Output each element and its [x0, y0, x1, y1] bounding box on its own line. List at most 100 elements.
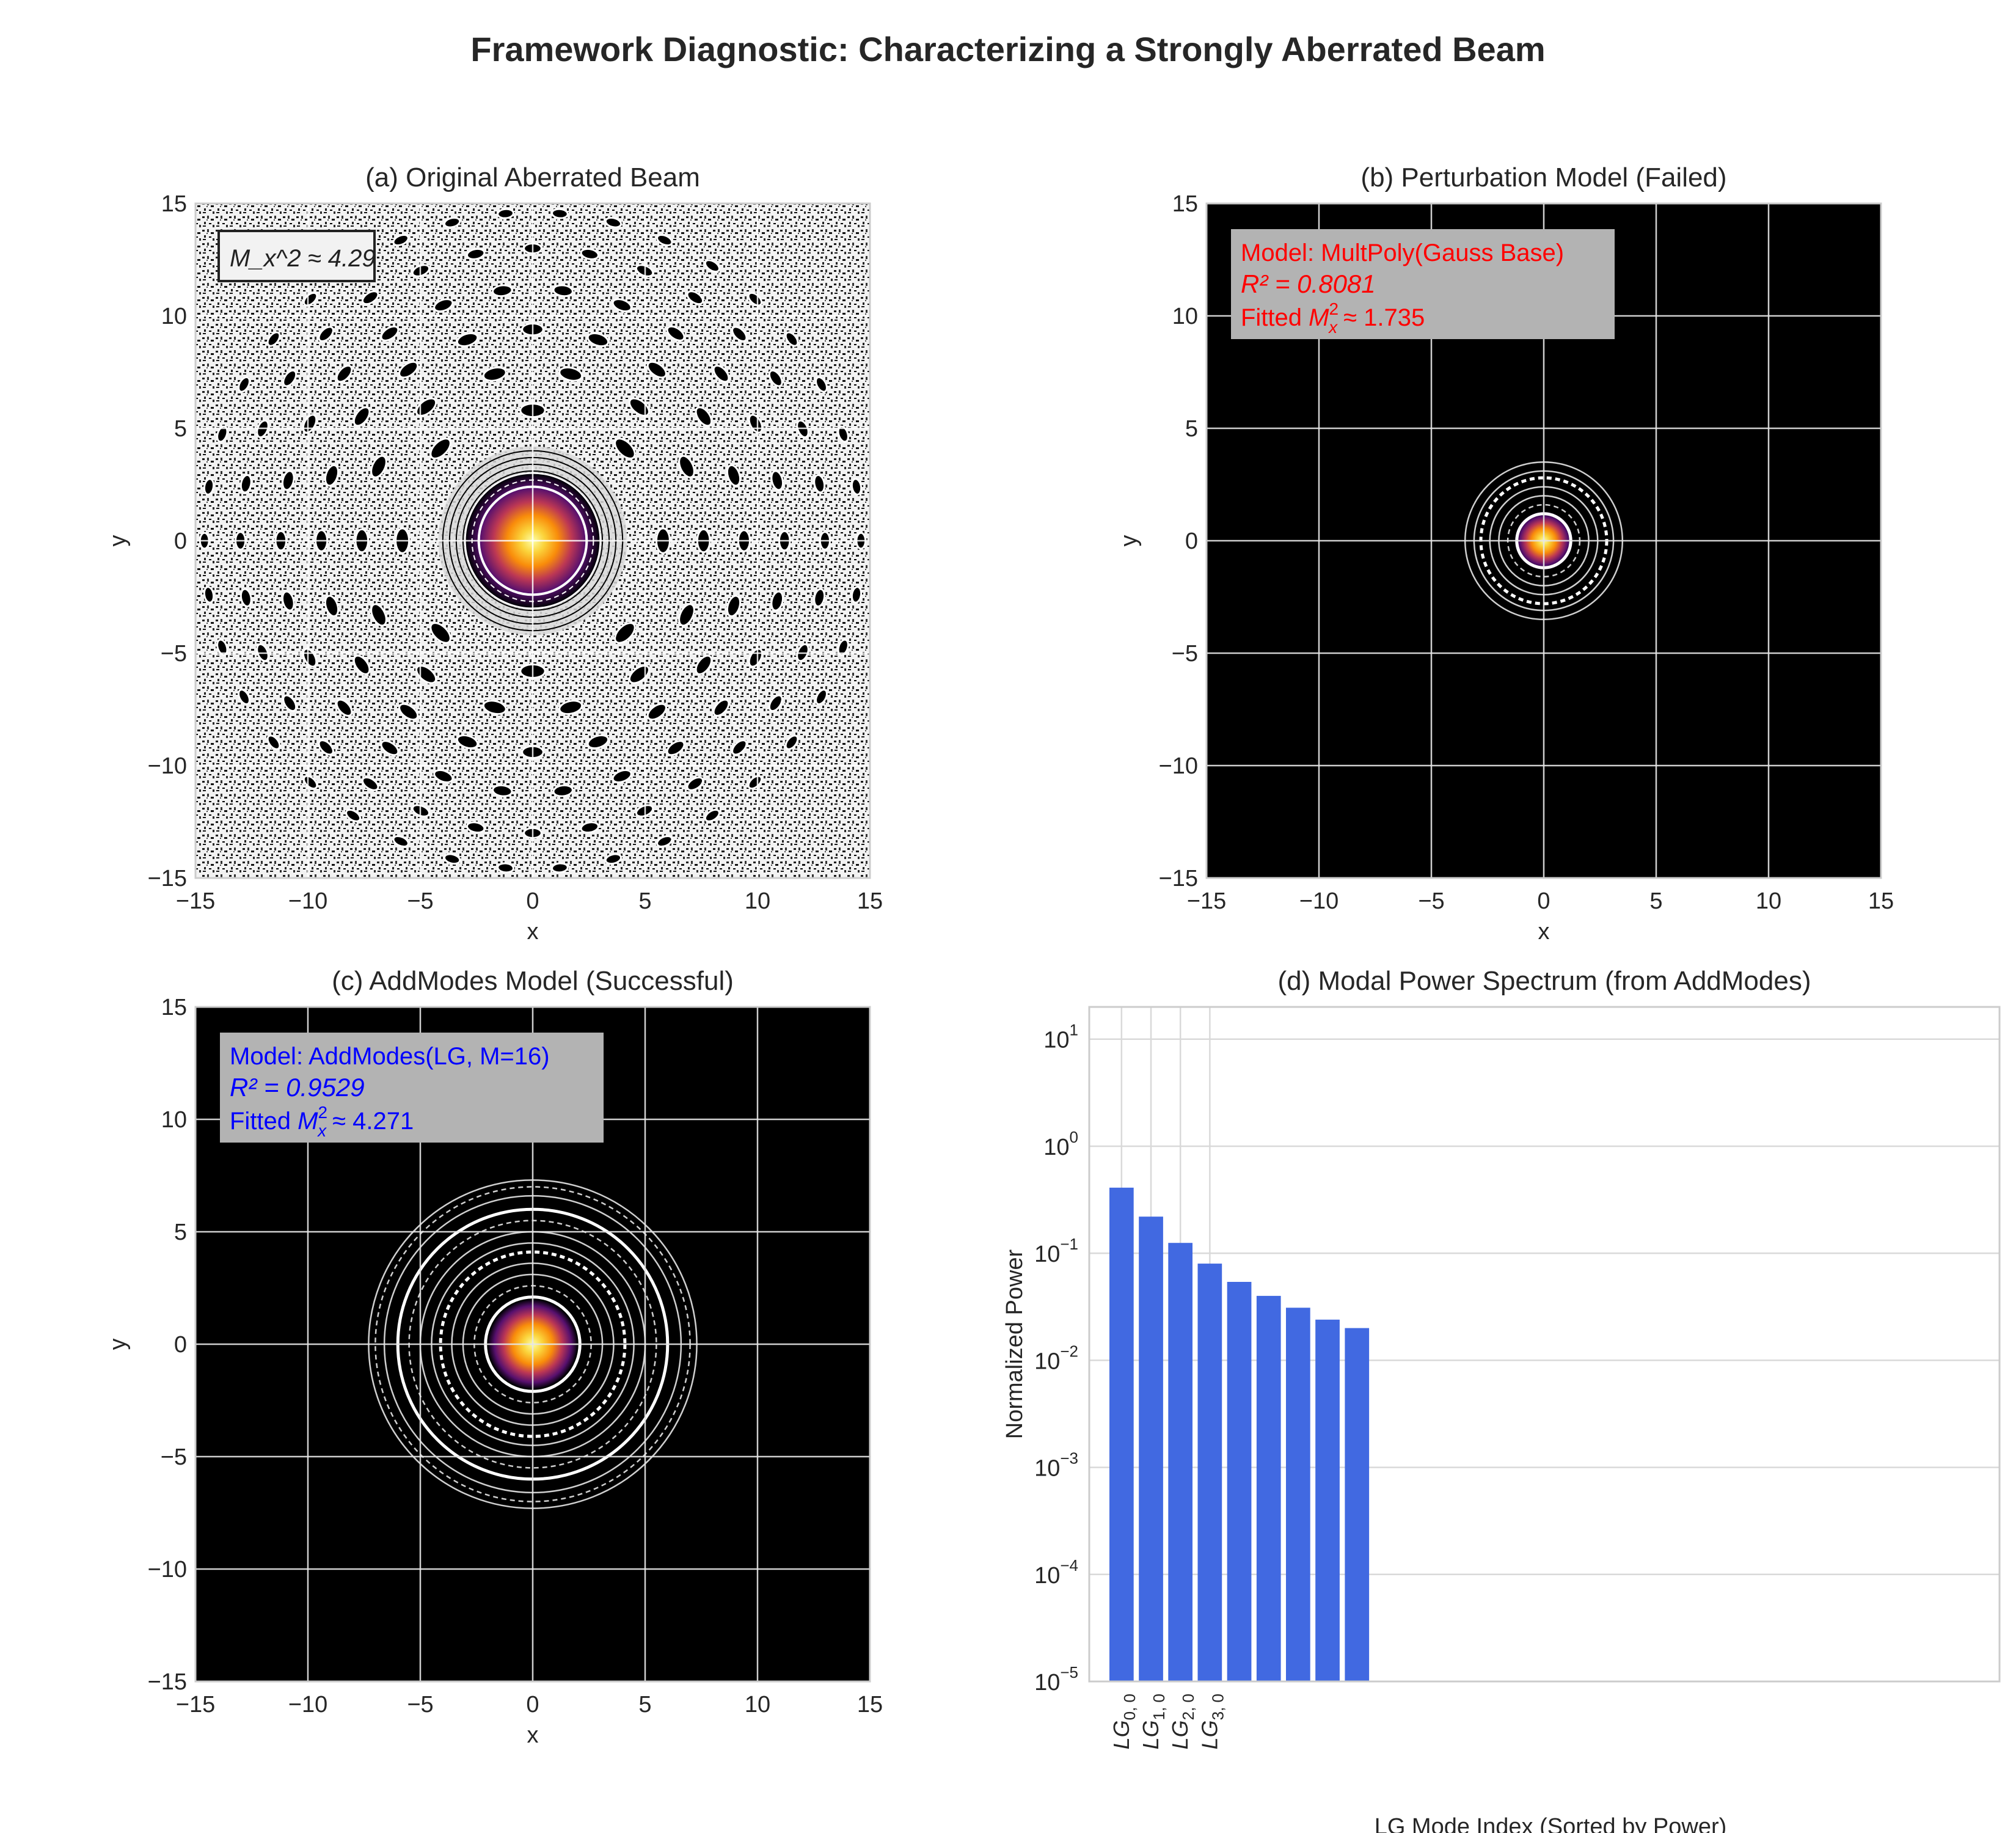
x-tick-label: LG2, 0 — [1167, 1694, 1197, 1749]
lobe — [614, 622, 636, 644]
lobe — [361, 776, 379, 791]
panel-title: (d) Modal Power Spectrum (from AddModes) — [1278, 966, 1811, 996]
x-tick-label: −15 — [176, 888, 215, 914]
lobe — [497, 208, 514, 219]
lobe — [678, 455, 695, 478]
lobe — [704, 259, 720, 273]
lobe — [551, 208, 569, 219]
lobe — [398, 360, 419, 379]
x-tick-label: −15 — [176, 1692, 215, 1718]
lobe — [678, 603, 695, 627]
lobe — [352, 406, 371, 427]
lobe — [281, 470, 295, 491]
lobe — [586, 734, 610, 750]
tick-main: LG — [1109, 1720, 1134, 1749]
tick-main: LG — [1167, 1720, 1192, 1749]
plot-frame — [1205, 202, 1882, 879]
lobe — [398, 703, 419, 721]
lobe — [415, 397, 437, 417]
y-tick-label: −15 — [148, 1669, 187, 1695]
lobe — [604, 216, 623, 229]
fitted-prefix: Fitted — [1241, 304, 1309, 331]
y-tick-label: 0 — [1185, 529, 1198, 554]
x-tick-label: 15 — [1868, 888, 1894, 914]
tick-sub: 3, 0 — [1208, 1694, 1227, 1720]
m2-annotation: M_x^2 ≈ 4.29 — [230, 245, 376, 272]
fit-annotation-box — [220, 1033, 604, 1143]
x-tick-label: 10 — [1756, 888, 1781, 914]
lobe — [335, 365, 353, 383]
lobe — [612, 298, 632, 313]
x-tick-label: 0 — [526, 1692, 539, 1718]
lobe — [558, 366, 583, 382]
lobe — [282, 369, 298, 387]
lobe — [216, 425, 228, 443]
bar — [1286, 1308, 1310, 1681]
lobe — [770, 590, 784, 612]
lobe — [216, 638, 228, 656]
bar — [1109, 1187, 1134, 1681]
tick-exponent: −2 — [1060, 1342, 1078, 1360]
lobe — [731, 326, 748, 342]
r2-label: R² = 0.8081 — [1241, 269, 1376, 298]
lobe — [552, 284, 574, 298]
x-tick-label: LG1, 0 — [1138, 1694, 1168, 1749]
x-tick-label: 5 — [638, 888, 651, 914]
lobe — [614, 437, 636, 459]
y-tick-label: 10 — [1172, 304, 1198, 329]
panel-c-addmodes-model: (c) AddModes Model (Successful) −15 −10 −5 0… — [105, 966, 883, 1748]
y-tick-label: −10 — [148, 753, 187, 779]
lobe — [612, 769, 632, 783]
tick-exponent: 1 — [1070, 1021, 1078, 1039]
lobe — [324, 595, 340, 618]
plot-frame — [1088, 1006, 2001, 1683]
lobe — [266, 734, 281, 750]
lobe — [686, 776, 704, 791]
tick-sub: 2, 0 — [1179, 1694, 1197, 1720]
lobe — [203, 478, 215, 496]
lobe — [770, 470, 784, 491]
m-symbol: M — [298, 1108, 318, 1135]
x-tick-label: 5 — [638, 1692, 651, 1718]
lobe — [586, 332, 610, 348]
lobe — [837, 425, 849, 443]
y-tick-label: 15 — [161, 191, 187, 217]
y-tick-label: −5 — [161, 641, 187, 667]
tick-sub: 0, 0 — [1120, 1694, 1139, 1720]
lobe — [686, 290, 704, 306]
lobe — [813, 588, 826, 608]
lobe — [239, 588, 252, 608]
y-tick-label: 15 — [1172, 191, 1198, 217]
lobe — [666, 325, 685, 342]
y-axis-label: y — [1116, 535, 1142, 547]
lobe — [345, 808, 362, 822]
bar — [1139, 1217, 1163, 1681]
x-axis-label: LG Mode Index (Sorted by Power) — [1375, 1814, 1727, 1833]
lobe — [482, 366, 507, 382]
lobe — [628, 664, 650, 684]
fitted-prefix: Fitted — [230, 1108, 298, 1135]
plot-frame — [194, 202, 871, 879]
lobe — [466, 247, 486, 260]
panel-title: (c) AddModes Model (Successful) — [332, 966, 734, 996]
tick-exponent: −5 — [1060, 1663, 1078, 1681]
lobe — [850, 478, 863, 496]
x-axis-label: x — [1538, 919, 1550, 945]
bar — [1227, 1282, 1252, 1681]
tick-sub: 1, 0 — [1150, 1694, 1168, 1720]
bar — [1197, 1264, 1222, 1681]
lobe — [850, 586, 863, 604]
x-tick-label: −15 — [1187, 888, 1226, 914]
lobe — [482, 700, 507, 715]
lobe — [580, 247, 600, 260]
figure-title: Framework Diagnostic: Characterizing a S… — [470, 30, 1545, 68]
tick-main: LG — [1197, 1720, 1222, 1749]
x-axis-label: x — [527, 1722, 539, 1748]
tick-base: 10 — [1043, 1135, 1069, 1160]
lobe — [429, 437, 451, 459]
fitted-m2-label: Fitted M2 x ≈ 4.271 — [230, 1103, 414, 1140]
lobe — [380, 740, 400, 756]
x-tick-label: LG0, 0 — [1109, 1694, 1139, 1749]
x-tick-label: −10 — [288, 888, 327, 914]
x-tick-label: 10 — [745, 888, 770, 914]
